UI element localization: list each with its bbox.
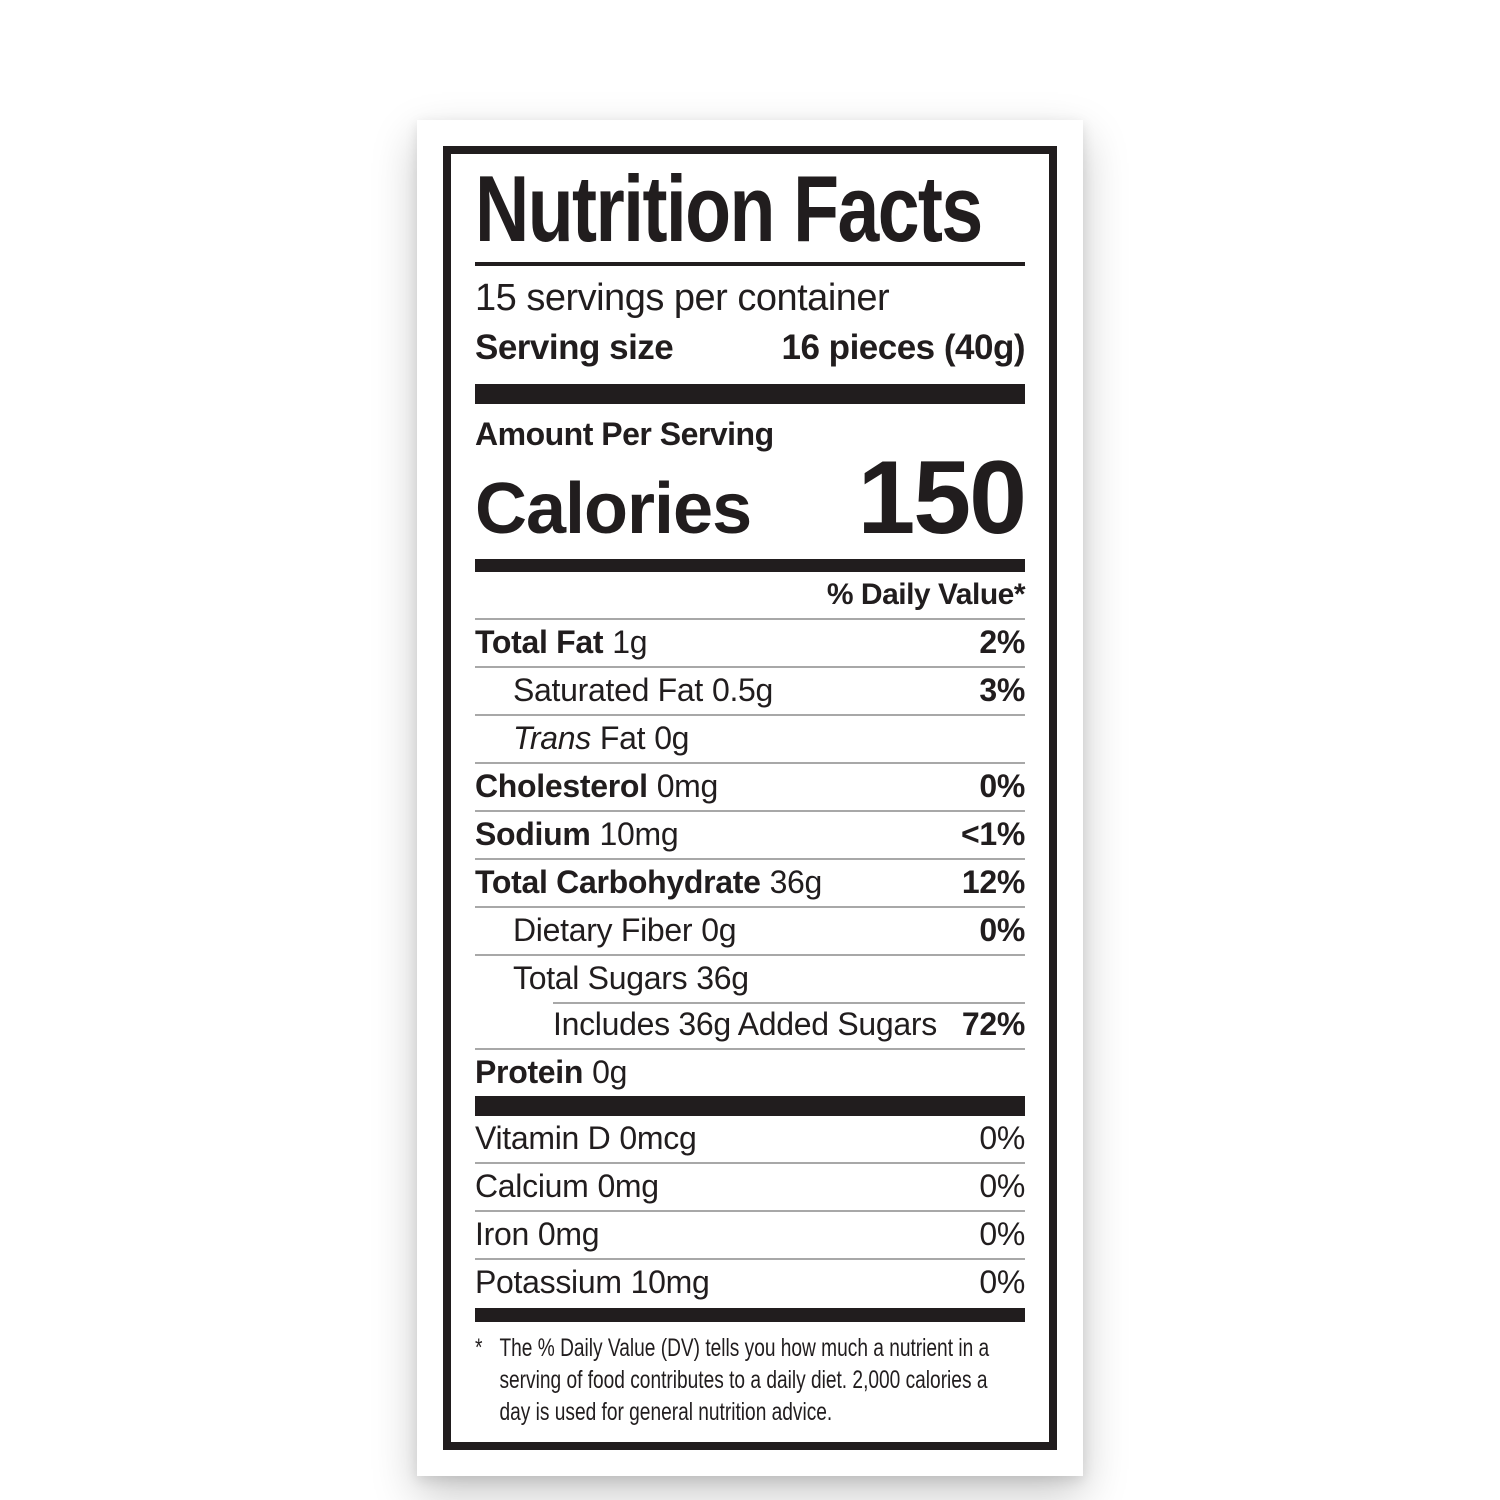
footnote-line: * The % Daily Value (DV) tells you how mu… (475, 1332, 1020, 1364)
nutrient-row-dietary-fiber: Dietary Fiber 0g 0% (475, 906, 1025, 954)
nutrient-name: Total Sugars (513, 960, 688, 996)
nutrient-amount: 36g (769, 864, 823, 900)
nutrition-facts-label: Nutrition Facts 15 servings per containe… (443, 146, 1057, 1450)
nutrient-name: Fat (599, 720, 646, 756)
daily-value: 12% (961, 864, 1025, 900)
footnote: * The % Daily Value (DV) tells you how mu… (475, 1332, 1020, 1428)
nutrient-text: Total Carbohydrate 36g (475, 864, 822, 901)
vitamin-amount: 10mg (630, 1264, 710, 1300)
vitamin-row-potassium: Potassium 10mg 0% (475, 1258, 1025, 1306)
thick-bar-bottom (475, 1308, 1025, 1322)
nutrient-amount: 10mg (599, 816, 679, 852)
nutrient-text: Dietary Fiber 0g (475, 912, 737, 949)
nutrient-row-total-sugars: Total Sugars 36g (475, 954, 1025, 1002)
nutrient-name: Saturated Fat (513, 672, 703, 708)
vitamin-amount: 0mcg (619, 1120, 697, 1156)
nutrient-amount: 0.5g (711, 672, 774, 708)
daily-value: 72% (961, 1006, 1025, 1042)
nutrient-text: Total Sugars 36g (475, 960, 749, 997)
footnote-text: The % Daily Value (DV) tells you how muc… (499, 1334, 990, 1362)
nutrient-row-trans-fat: Trans Fat 0g (475, 714, 1025, 762)
daily-value: 0% (979, 768, 1025, 804)
daily-value: 3% (979, 672, 1025, 708)
amount-per-serving: Amount Per Serving (475, 416, 774, 452)
nutrient-name: Dietary Fiber (513, 912, 693, 948)
daily-value: 0% (979, 912, 1025, 948)
daily-value: 0% (979, 1216, 1025, 1252)
nutrient-row-total-carbohydrate: Total Carbohydrate 36g 12% (475, 858, 1025, 906)
nutrient-text: Sodium 10mg (475, 816, 679, 853)
vitamin-text: Iron 0mg (475, 1216, 600, 1253)
nutrient-name-italic: Trans (513, 720, 591, 756)
nutrient-name: Total Carbohydrate (475, 864, 761, 900)
label-card: Nutrition Facts 15 servings per containe… (417, 120, 1083, 1476)
vitamin-amount: 0mg (597, 1168, 659, 1204)
vitamin-name: Vitamin D (475, 1120, 611, 1156)
vitamin-text: Vitamin D 0mcg (475, 1120, 697, 1157)
daily-value: 2% (979, 624, 1025, 660)
nutrient-text: Cholesterol 0mg (475, 768, 718, 805)
calories-value: 150 (857, 440, 1027, 556)
nutrient-text: Includes 36g Added Sugars (475, 1006, 937, 1043)
vitamin-text: Calcium 0mg (475, 1168, 659, 1205)
serving-size-label: Serving size (475, 328, 674, 367)
nutrient-name: Includes 36g Added Sugars (553, 1006, 937, 1042)
nutrient-name: Protein (475, 1054, 584, 1090)
calories-label: Calories (475, 469, 752, 549)
daily-value-header: % Daily Value* (826, 578, 1026, 611)
label-title-wrap: Nutrition Facts (475, 156, 1025, 261)
title-divider (475, 262, 1025, 266)
nutrient-row-total-fat: Total Fat 1g 2% (475, 618, 1025, 666)
serving-size-row: Serving size 16 pieces (40g) (475, 322, 1026, 374)
thick-bar-top (475, 384, 1025, 404)
nutrient-row-added-sugars: Includes 36g Added Sugars 72% (475, 1002, 1025, 1048)
asterisk-marker: * (475, 1334, 483, 1362)
calories-row: Calories 150 (475, 440, 1027, 556)
vitamin-name: Iron (475, 1216, 529, 1252)
calories-bar (475, 559, 1025, 572)
daily-value: <1% (960, 816, 1025, 852)
nutrient-text: Total Fat 1g (475, 624, 648, 661)
vitamin-name: Potassium (475, 1264, 622, 1300)
nutrient-amount: 0g (592, 1054, 628, 1090)
nutrient-name: Total Fat (475, 624, 604, 660)
daily-value: 0% (979, 1264, 1025, 1300)
nutrient-text: Saturated Fat 0.5g (475, 672, 773, 709)
nutrient-amount: 0mg (656, 768, 719, 804)
daily-value: 0% (979, 1120, 1025, 1156)
vitamin-row-calcium: Calcium 0mg 0% (475, 1162, 1025, 1210)
nutrient-name: Sodium (475, 816, 591, 852)
vitamin-text: Potassium 10mg (475, 1264, 710, 1301)
servings-per-container: 15 servings per container (475, 277, 890, 319)
nutrient-amount: 0g (701, 912, 737, 948)
nutrient-row-sodium: Sodium 10mg <1% (475, 810, 1025, 858)
footnote-line: day is used for general nutrition advice… (499, 1398, 833, 1426)
nutrient-amount: 0g (654, 720, 690, 756)
nutrient-row-cholesterol: Cholesterol 0mg 0% (475, 762, 1025, 810)
nutrient-name: Cholesterol (475, 768, 648, 804)
label-title: Nutrition Facts (475, 156, 983, 261)
nutrient-amount: 36g (696, 960, 749, 996)
nutrient-amount: 1g (612, 624, 648, 660)
vitamin-name: Calcium (475, 1168, 589, 1204)
vitamin-row-vitamin-d: Vitamin D 0mcg 0% (475, 1116, 1025, 1162)
nutrient-text: Protein 0g (475, 1054, 627, 1091)
nutrient-text: Trans Fat 0g (475, 720, 689, 757)
vitamin-row-iron: Iron 0mg 0% (475, 1210, 1025, 1258)
serving-size-value: 16 pieces (40g) (781, 328, 1026, 367)
footnote-line: serving of food contributes to a daily d… (499, 1366, 988, 1394)
nutrient-row-saturated-fat: Saturated Fat 0.5g 3% (475, 666, 1025, 714)
thick-bar-protein (475, 1096, 1025, 1116)
daily-value: 0% (979, 1168, 1025, 1204)
nutrient-row-protein: Protein 0g (475, 1048, 1025, 1096)
vitamin-amount: 0mg (537, 1216, 600, 1252)
